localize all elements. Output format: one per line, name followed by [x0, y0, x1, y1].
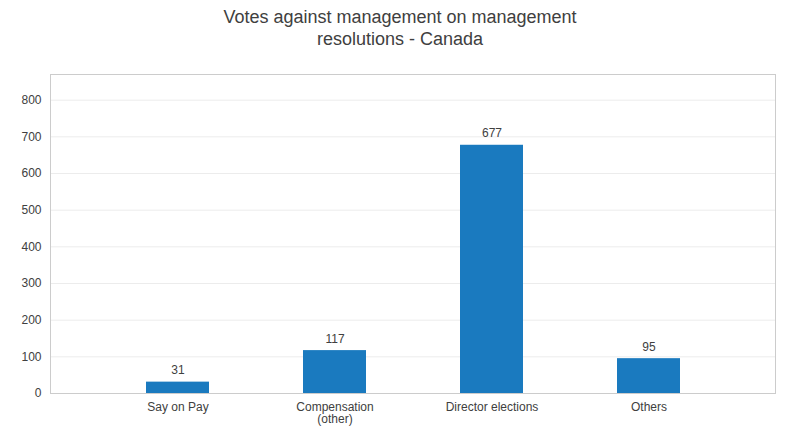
svg-text:Compensation(other): Compensation(other)	[296, 400, 373, 426]
svg-text:800: 800	[21, 93, 41, 107]
svg-text:500: 500	[21, 203, 41, 217]
svg-text:95: 95	[642, 340, 656, 354]
svg-text:31: 31	[171, 363, 185, 377]
svg-text:200: 200	[21, 313, 41, 327]
svg-text:Director elections: Director elections	[446, 400, 539, 414]
svg-text:117: 117	[325, 332, 344, 346]
svg-text:400: 400	[21, 240, 41, 254]
svg-text:300: 300	[21, 276, 41, 290]
html-text:Votes against management on ma: Votes against management on management r…	[223, 7, 577, 49]
svg-text:0: 0	[35, 386, 42, 400]
svg-text:677: 677	[482, 126, 502, 140]
svg-text:700: 700	[21, 130, 41, 144]
svg-text:100: 100	[21, 350, 41, 364]
svg-text:Others: Others	[631, 400, 667, 414]
svg-text:Say on Pay: Say on Pay	[147, 400, 208, 414]
svg-text:600: 600	[21, 166, 41, 180]
